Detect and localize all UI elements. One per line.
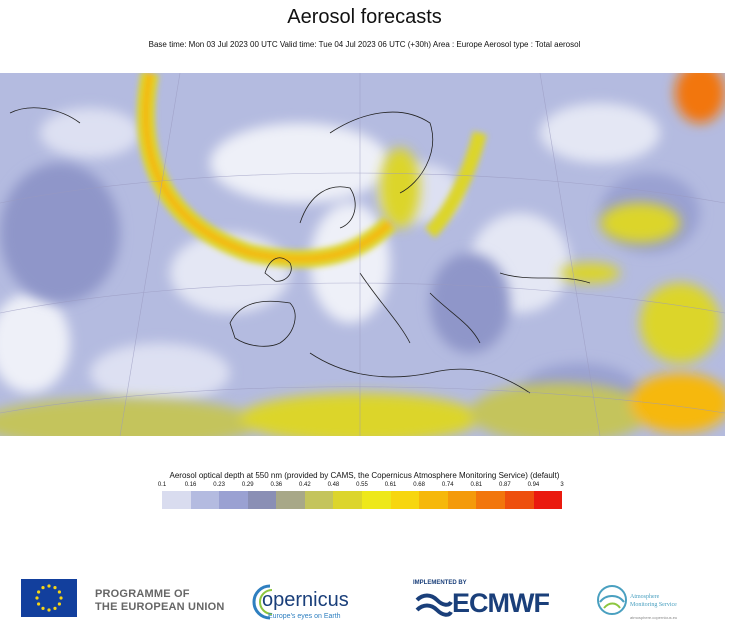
legend-tick-label: 0.55 [356, 482, 368, 488]
legend-tick-label: 0.61 [384, 482, 397, 488]
copernicus-name: opernicus [262, 589, 349, 611]
forecast-info: Base time: Mon 03 Jul 2023 00 UTC Valid … [148, 40, 581, 49]
legend-ticks: 0.1 0.16 0.23 0.29 0.36 0.42 0.48 0.55 0.61 0.68 0… [158, 482, 564, 492]
legend-tick-label: 0.68 [413, 482, 425, 488]
ams-line-1: Atmosphere [630, 594, 660, 600]
legend-tick-label: 0.74 [441, 482, 454, 488]
ecmwf-logo-icon [413, 590, 573, 620]
ams-url: atmosphere.copernicus.eu [630, 615, 678, 620]
legend-tick-label: 0.94 [527, 482, 540, 488]
colorbar-segment [362, 491, 391, 509]
colorbar-segment [219, 491, 248, 509]
legend-tick-label: 0.48 [327, 482, 340, 488]
eu-flag-icon [21, 579, 77, 617]
colorbar-segment [419, 491, 448, 509]
colorbar-segment [390, 491, 420, 509]
eu-line-2: THE EUROPEAN UNION [95, 601, 225, 613]
legend-tick-label: 0.36 [270, 482, 283, 488]
eu-programme-text: PROGRAMME OF THE EUROPEAN UNION [95, 588, 225, 614]
colorbar-segment [476, 491, 505, 509]
legend-tick-label: 0.16 [184, 482, 197, 488]
colorbar-segment [304, 491, 334, 509]
colorbar-segment [504, 491, 534, 509]
colorbar-segment [162, 491, 191, 509]
page-title: Aerosol forecasts [287, 6, 442, 28]
aerosol-map [0, 73, 725, 436]
colorbar-segment [447, 491, 477, 509]
ams-text: Atmosphere Monitoring Service [630, 593, 677, 609]
legend-tick-label: 0.87 [499, 482, 511, 488]
colorbar [162, 491, 563, 509]
ecmwf-name: ECMWF [452, 588, 550, 618]
atmosphere-monitoring-icon [592, 580, 632, 620]
legend-tick-label: 3 [560, 482, 564, 488]
colorbar-segment [190, 491, 220, 509]
colorbar-segment [276, 491, 305, 509]
aerosol-plume [136, 73, 487, 268]
graticule [0, 73, 725, 436]
implemented-by-label: IMPLEMENTED BY [413, 580, 467, 586]
legend-tick-label: 0.81 [470, 482, 483, 488]
legend-tick-label: 0.42 [299, 482, 311, 488]
colorbar-segment [333, 491, 363, 509]
eu-line-1: PROGRAMME OF [95, 588, 190, 600]
colorbar-segment [247, 491, 277, 509]
copernicus-logo [248, 580, 368, 624]
colorbar-segment [533, 491, 563, 509]
ams-line-2: Monitoring Service [630, 602, 677, 608]
coastlines [9, 107, 591, 394]
legend-tick-label: 0.1 [157, 482, 167, 488]
copernicus-tagline: Europe's eyes on Earth [268, 613, 341, 620]
legend-tick-label: 0.29 [241, 482, 254, 488]
legend-title: Aerosol optical depth at 550 nm (provide… [169, 471, 560, 480]
legend-tick-label: 0.23 [213, 482, 225, 488]
